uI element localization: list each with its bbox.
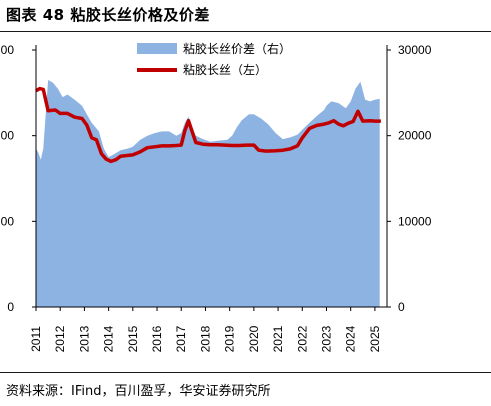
legend-label-spread: 粘胶长丝价差（右） (183, 41, 291, 56)
left-tick-label: 00 (1, 129, 15, 143)
source-note: 资料来源：IFind，百川盈孚，华安证券研究所 (6, 384, 271, 399)
title-divider (0, 31, 491, 32)
source-divider (0, 372, 491, 373)
x-tick-label: 2022 (295, 325, 309, 352)
x-tick-label: 2020 (247, 325, 261, 352)
x-tick-label: 2024 (344, 325, 358, 352)
x-tick-label: 2015 (126, 325, 140, 352)
right-tick-label: 20000 (398, 129, 432, 143)
x-tick-label: 2014 (102, 325, 116, 352)
x-tick-label: 2011 (29, 326, 43, 352)
left-tick-label: 00 (1, 214, 15, 228)
x-tick-label: 2019 (223, 325, 237, 352)
x-tick-label: 2013 (77, 325, 91, 352)
legend-label-price: 粘胶长丝（左） (183, 62, 267, 77)
x-tick-label: 2021 (271, 325, 285, 352)
x-tick-label: 2023 (319, 325, 333, 352)
x-tick-label: 2017 (174, 325, 188, 352)
legend-swatch-spread (137, 43, 177, 54)
x-tick-label: 2018 (198, 325, 212, 352)
right-tick-label: 0 (398, 300, 405, 314)
price-line-series (35, 86, 381, 164)
spread-area-series (36, 80, 380, 307)
x-tick-label: 2016 (150, 325, 164, 352)
left-tick-label: 0 (7, 300, 14, 314)
right-tick-label: 10000 (398, 214, 432, 228)
right-tick-label: 30000 (398, 43, 432, 57)
chart-title: 图表 48 粘胶长丝价格及价差 (6, 6, 210, 24)
left-tick-label: 00 (1, 43, 15, 57)
x-tick-label: 2025 (368, 325, 382, 352)
x-tick-label: 2012 (53, 325, 67, 352)
